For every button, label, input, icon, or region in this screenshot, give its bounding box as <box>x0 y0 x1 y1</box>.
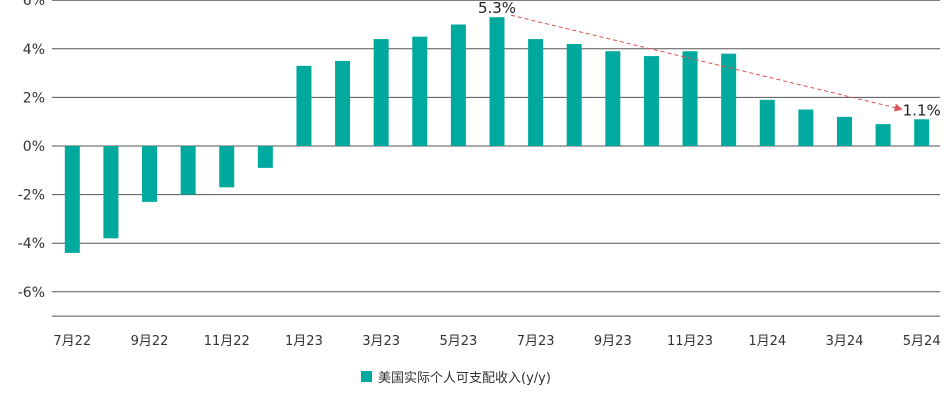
bar <box>450 24 466 146</box>
annotations: 5.3% 1.1% <box>478 0 941 119</box>
x-tick-label: 7月23 <box>517 334 555 349</box>
bar <box>836 116 852 146</box>
x-tick-label: 5月23 <box>439 334 477 349</box>
x-tick-label: 7月22 <box>53 334 91 349</box>
y-tick-label: -2% <box>18 188 45 204</box>
y-tick-label: -4% <box>18 236 45 252</box>
y-tick-label: 0% <box>23 139 45 155</box>
data-label: 5.3% <box>478 0 516 17</box>
x-tick-label: 9月22 <box>131 334 169 349</box>
bar <box>759 99 775 146</box>
bar <box>180 146 196 195</box>
bar-series <box>64 17 930 253</box>
bar <box>682 51 698 147</box>
legend-swatch <box>361 371 372 382</box>
bar <box>335 60 351 147</box>
bar <box>373 39 389 146</box>
y-tick-label: 4% <box>23 42 45 58</box>
x-tick-label: 5月24 <box>903 334 941 349</box>
bar <box>412 36 428 146</box>
bar <box>296 65 312 146</box>
bar <box>798 109 814 146</box>
bar <box>257 146 273 168</box>
data-label: 1.1% <box>903 101 941 119</box>
bar <box>643 56 659 147</box>
bar <box>566 43 582 146</box>
x-tick-label: 11月22 <box>204 334 250 349</box>
bar <box>605 51 621 147</box>
trend-arrow <box>510 14 903 112</box>
bar <box>528 39 544 146</box>
x-tick-label: 1月24 <box>748 334 786 349</box>
x-tick-label: 11月23 <box>667 334 713 349</box>
y-tick-label: -6% <box>18 285 45 301</box>
x-axis-tick-labels: 7月22 9月22 11月22 1月23 3月23 5月23 7月23 9月23 11月23 1月… <box>53 334 940 349</box>
x-tick-label: 3月23 <box>362 334 400 349</box>
bar <box>875 124 891 146</box>
bar <box>64 146 80 253</box>
y-tick-label: 6% <box>23 0 45 9</box>
x-tick-label: 9月23 <box>594 334 632 349</box>
legend-label: 美国实际个人可支配收入(y/y) <box>378 371 551 386</box>
x-tick-label: 3月24 <box>826 334 864 349</box>
bar <box>142 146 158 202</box>
bar <box>489 17 505 147</box>
y-axis-tick-labels: 6% 4% 2% 0% -2% -4% -6% <box>18 0 45 301</box>
bar <box>103 146 119 239</box>
legend: 美国实际个人可支配收入(y/y) <box>361 371 551 386</box>
y-tick-label: 2% <box>23 90 45 106</box>
bar <box>219 146 235 188</box>
x-tick-label: 1月23 <box>285 334 323 349</box>
bar <box>721 53 737 146</box>
bar <box>914 119 930 146</box>
